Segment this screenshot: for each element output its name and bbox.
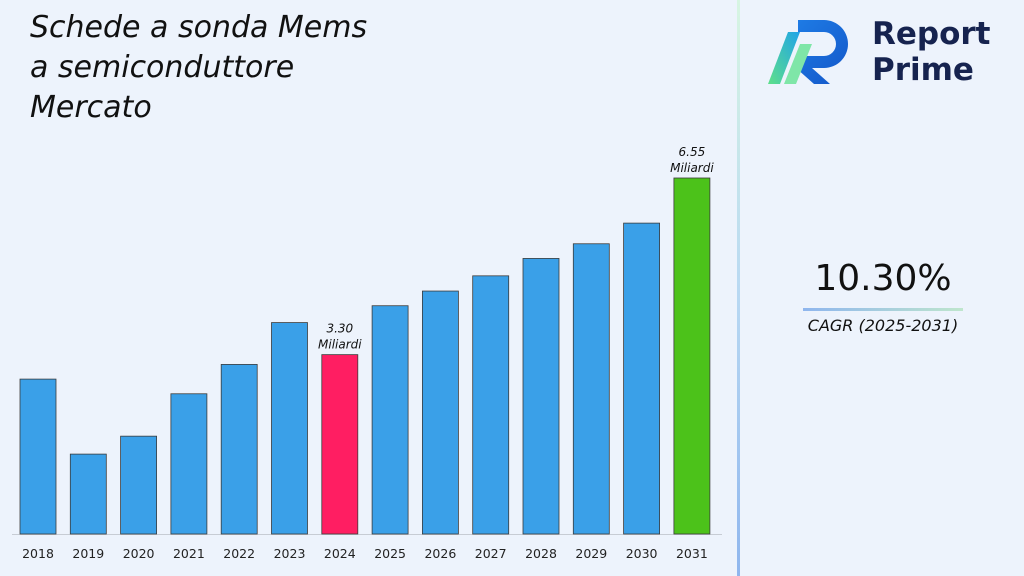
x-tick-label-2024: 2024	[324, 546, 356, 561]
bar-2019	[69, 453, 107, 535]
x-tick-label-2023: 2023	[274, 546, 306, 561]
cagr-underline	[803, 308, 963, 311]
bar-2021	[170, 393, 208, 535]
title-line-3: Mercato	[30, 90, 152, 125]
x-tick-label-2022: 2022	[223, 546, 255, 561]
x-tick-label-2018: 2018	[22, 546, 54, 561]
bar-2030	[623, 222, 660, 535]
panel-divider	[737, 0, 740, 576]
x-tick-label-2029: 2029	[575, 546, 607, 561]
bar-2029	[572, 243, 610, 535]
bar-2018	[19, 378, 57, 535]
x-tick-label-2031: 2031	[676, 546, 708, 561]
bar-2023	[271, 322, 308, 535]
bar-2027	[472, 275, 510, 535]
logo-text-prime: Prime	[872, 52, 974, 88]
bar-2024	[321, 354, 359, 535]
bar-2026	[421, 290, 459, 535]
title-line-2: a semiconduttore	[30, 50, 295, 85]
value-label-2031: 6.55 Miliardi	[670, 145, 714, 175]
bar-2025	[371, 305, 409, 535]
value-label-2024: 3.30 Miliardi	[318, 322, 362, 352]
bar-chart: 2018 2019 2020 2021 2022 2023 2024 3.30 Miliardi…	[12, 145, 722, 561]
report-prime-logo: Report Prime	[766, 14, 1006, 90]
x-tick-label-2021: 2021	[173, 546, 205, 561]
x-tick-label-2026: 2026	[424, 546, 456, 561]
title-line-1: Schede a sonda Mems	[30, 10, 368, 45]
logo-wordmark: Report Prime	[872, 16, 991, 88]
x-tick-label-2019: 2019	[72, 546, 104, 561]
bar-2031	[673, 177, 711, 535]
x-tick-label-2020: 2020	[123, 546, 155, 561]
x-tick-label-2030: 2030	[626, 546, 658, 561]
x-tick-label-2027: 2027	[475, 546, 507, 561]
bar-2020	[120, 435, 157, 535]
logo-text-report: Report	[872, 16, 991, 52]
bar-2028	[522, 258, 560, 535]
x-tick-label-2028: 2028	[525, 546, 557, 561]
bar-2022	[220, 364, 258, 535]
chart-title: Schede a sonda Mems a semiconduttore Mer…	[30, 8, 450, 128]
cagr-value: 10.30%	[814, 258, 952, 299]
x-tick-label-2025: 2025	[374, 546, 406, 561]
report-prime-logo-icon	[768, 20, 848, 84]
cagr-label: CAGR (2025-2031)	[807, 316, 959, 335]
